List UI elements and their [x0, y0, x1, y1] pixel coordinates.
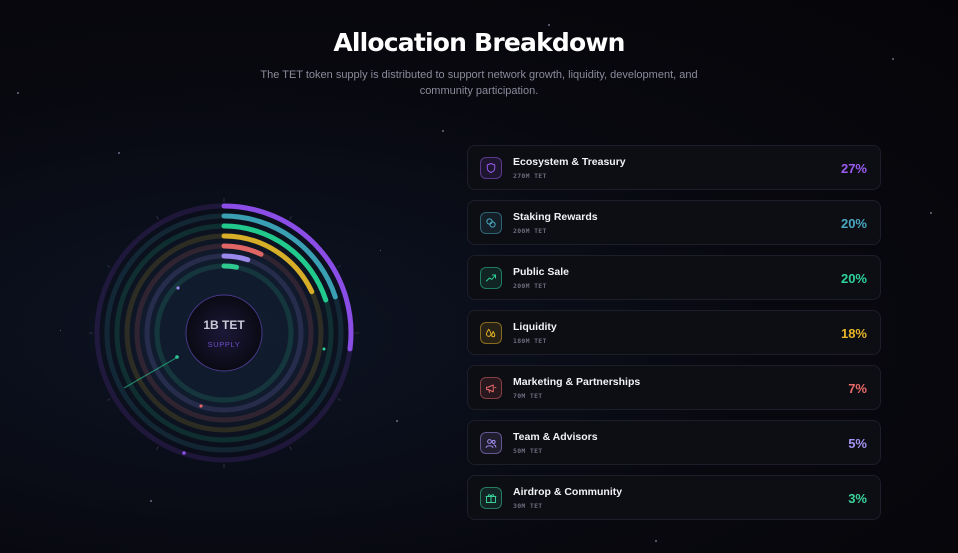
droplets-icon [480, 322, 502, 344]
ring-tick [106, 398, 111, 401]
allocation-percent: 27% [840, 161, 867, 176]
allocation-name: Airdrop & Community [513, 486, 623, 498]
allocation-list: Ecosystem & Treasury 270M TET 27% Staking R… [467, 145, 881, 530]
trend-up-icon [480, 267, 502, 289]
gift-icon [480, 487, 502, 509]
allocation-card[interactable]: Liquidity 180M TET 18% [467, 310, 881, 355]
allocation-percent: 7% [848, 381, 867, 396]
megaphone-icon [480, 377, 502, 399]
allocation-percent: 18% [840, 326, 867, 341]
allocation-ring-chart [89, 198, 359, 468]
ring-tick [289, 215, 292, 220]
ring-arc [221, 223, 329, 303]
allocation-percent: 3% [848, 491, 867, 506]
allocation-card[interactable]: Team & Advisors 50M TET 5% [467, 420, 881, 465]
allocation-amount: 180M TET [513, 337, 547, 345]
allocation-amount: 50M TET [513, 447, 543, 455]
allocation-name: Ecosystem & Treasury [513, 156, 626, 168]
ring-arc [221, 213, 338, 300]
ring-tick [337, 398, 342, 401]
allocation-percent: 20% [840, 216, 867, 231]
coins-icon [480, 212, 502, 234]
ring-arc [221, 263, 240, 270]
allocation-amount: 200M TET [513, 282, 547, 290]
allocation-amount: 30M TET [513, 502, 543, 510]
supply-total: 1B TET [203, 318, 245, 332]
allocation-name: Team & Advisors [513, 431, 598, 443]
supply-label: SUPPLY [207, 340, 241, 349]
allocation-percent: 5% [848, 436, 867, 451]
ring-arc [221, 243, 264, 257]
ring-tick [156, 215, 159, 220]
allocation-card[interactable]: Marketing & Partnerships 70M TET 7% [467, 365, 881, 410]
allocation-card[interactable]: Ecosystem & Treasury 270M TET 27% [467, 145, 881, 190]
ring-arc [221, 203, 354, 352]
allocation-name: Public Sale [513, 266, 570, 278]
ring-arc [221, 233, 315, 295]
users-icon [480, 432, 502, 454]
allocation-card[interactable]: Airdrop & Community 30M TET 3% [467, 475, 881, 520]
allocation-amount: 200M TET [513, 227, 547, 235]
ring-arc [221, 253, 251, 263]
allocation-card[interactable]: Public Sale 200M TET 20% [467, 255, 881, 300]
allocation-name: Liquidity [513, 321, 557, 333]
ring-tick [337, 265, 342, 268]
ring-tick [156, 446, 159, 451]
page-title: Allocation Breakdown [333, 28, 625, 57]
allocation-name: Marketing & Partnerships [513, 376, 641, 388]
allocation-amount: 270M TET [513, 172, 547, 180]
shield-icon [480, 157, 502, 179]
ring-tick [106, 265, 111, 268]
allocation-name: Staking Rewards [513, 211, 598, 223]
allocation-card[interactable]: Staking Rewards 200M TET 20% [467, 200, 881, 245]
allocation-percent: 20% [840, 271, 867, 286]
allocation-amount: 70M TET [513, 392, 543, 400]
page-subtitle: The TET token supply is distributed to s… [260, 69, 698, 97]
ring-tick [289, 446, 292, 451]
chart-center: 1B TET SUPPLY [185, 297, 263, 349]
